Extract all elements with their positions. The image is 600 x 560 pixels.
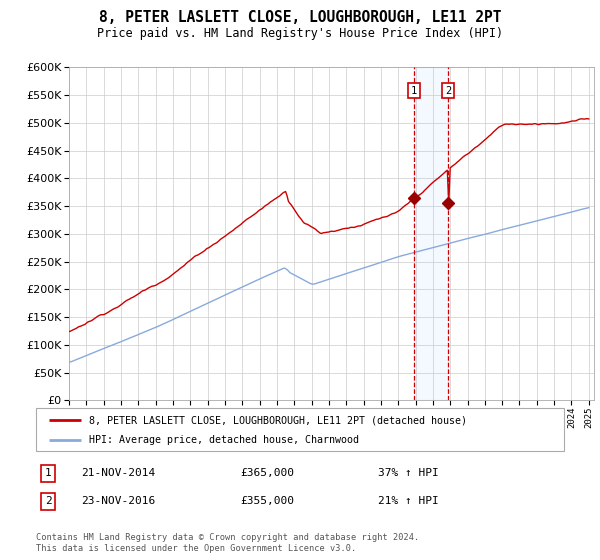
Text: 21-NOV-2014: 21-NOV-2014: [81, 468, 155, 478]
Text: £355,000: £355,000: [240, 496, 294, 506]
FancyBboxPatch shape: [36, 408, 564, 451]
Text: 1: 1: [44, 468, 52, 478]
Text: 2: 2: [445, 86, 452, 96]
Text: Contains HM Land Registry data © Crown copyright and database right 2024.
This d: Contains HM Land Registry data © Crown c…: [36, 533, 419, 553]
Text: 2: 2: [44, 496, 52, 506]
Text: 23-NOV-2016: 23-NOV-2016: [81, 496, 155, 506]
Text: HPI: Average price, detached house, Charnwood: HPI: Average price, detached house, Char…: [89, 435, 359, 445]
Text: 37% ↑ HPI: 37% ↑ HPI: [378, 468, 439, 478]
Bar: [414, 67, 448, 400]
Text: £365,000: £365,000: [240, 468, 294, 478]
Text: 21% ↑ HPI: 21% ↑ HPI: [378, 496, 439, 506]
Text: 8, PETER LASLETT CLOSE, LOUGHBOROUGH, LE11 2PT: 8, PETER LASLETT CLOSE, LOUGHBOROUGH, LE…: [99, 10, 501, 25]
Text: 8, PETER LASLETT CLOSE, LOUGHBOROUGH, LE11 2PT (detached house): 8, PETER LASLETT CLOSE, LOUGHBOROUGH, LE…: [89, 415, 467, 425]
Text: 1: 1: [410, 86, 417, 96]
Text: Price paid vs. HM Land Registry's House Price Index (HPI): Price paid vs. HM Land Registry's House …: [97, 27, 503, 40]
